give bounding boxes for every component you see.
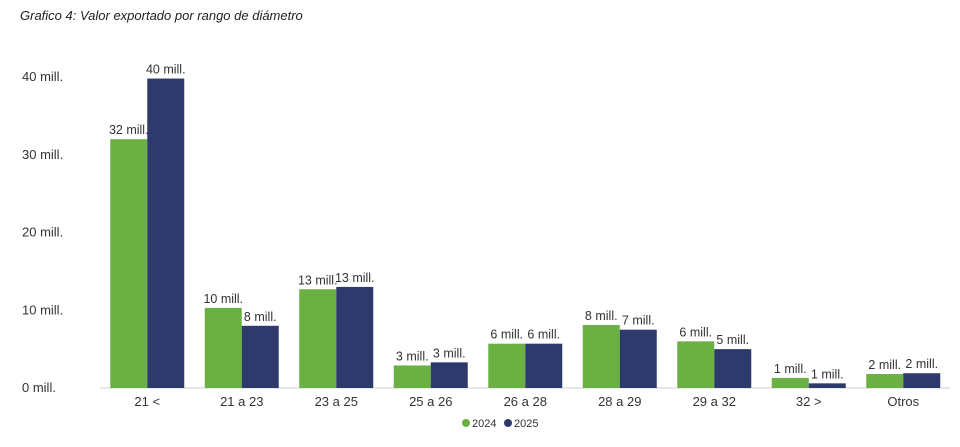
data-label-2024-6: 6 mill. — [679, 325, 712, 339]
bar-2025-5 — [619, 329, 657, 388]
bar-2025-4 — [525, 343, 563, 388]
bar-2025-0 — [147, 78, 185, 389]
y-axis: 0 mill. 10 mill. 20 mill. 30 mill. 40 mill. — [22, 69, 63, 395]
bar-2024-1 — [204, 307, 242, 388]
data-label-2024-5: 8 mill. — [585, 309, 618, 323]
legend-label-2025: 2025 — [514, 418, 538, 430]
bar-2024-7 — [771, 377, 809, 388]
chart-title: Grafico 4: Valor exportado por rango de … — [20, 8, 303, 23]
data-label-2024-0: 32 mill. — [109, 123, 149, 137]
y-tick-label: 30 mill. — [22, 147, 63, 162]
x-tick-label: 28 a 29 — [598, 394, 641, 409]
bar-2024-0 — [110, 139, 148, 388]
data-labels: 32 mill.40 mill.10 mill.8 mill.13 mill.1… — [109, 63, 938, 382]
bar-2025-7 — [808, 383, 846, 388]
x-tick-label: 23 a 25 — [315, 394, 358, 409]
bar-2024-8 — [866, 374, 904, 388]
data-label-2025-7: 1 mill. — [811, 367, 844, 381]
data-label-2024-1: 10 mill. — [203, 292, 243, 306]
bars — [110, 78, 941, 389]
data-label-2025-6: 5 mill. — [716, 333, 749, 347]
data-label-2025-3: 3 mill. — [433, 346, 466, 360]
bar-2025-2 — [336, 286, 374, 388]
x-tick-label: Otros — [887, 394, 919, 409]
legend-marker-2024 — [462, 419, 470, 427]
bar-2025-1 — [241, 325, 279, 388]
bar-2025-8 — [903, 373, 941, 388]
y-tick-label: 20 mill. — [22, 225, 63, 240]
bar-2024-6 — [677, 341, 715, 388]
x-axis: 21 < 21 a 23 23 a 25 25 a 26 26 a 28 28 a 29 2… — [134, 394, 919, 409]
data-label-2024-7: 1 mill. — [774, 362, 807, 376]
bar-2024-3 — [393, 365, 431, 388]
x-tick-label: 26 a 28 — [504, 394, 547, 409]
legend: 2024 2025 — [462, 418, 538, 430]
data-label-2025-0: 40 mill. — [146, 63, 186, 77]
legend-marker-2025 — [504, 419, 512, 427]
data-label-2025-5: 7 mill. — [622, 314, 655, 328]
data-label-2025-1: 8 mill. — [244, 310, 277, 324]
bar-2024-4 — [488, 343, 526, 388]
bar-2025-3 — [430, 362, 468, 388]
x-tick-label: 29 a 32 — [693, 394, 736, 409]
data-label-2025-4: 6 mill. — [527, 328, 560, 342]
y-tick-label: 0 mill. — [22, 380, 56, 395]
y-tick-label: 10 mill. — [22, 302, 63, 317]
data-label-2024-2: 13 mill. — [298, 273, 338, 287]
data-label-2025-2: 13 mill. — [335, 271, 375, 285]
x-tick-label: 25 a 26 — [409, 394, 452, 409]
x-tick-label: 21 < — [134, 394, 160, 409]
data-label-2024-8: 2 mill. — [868, 358, 901, 372]
bar-2024-5 — [582, 325, 620, 388]
x-tick-label: 32 > — [796, 394, 822, 409]
legend-label-2024: 2024 — [472, 418, 496, 430]
bar-2024-2 — [299, 289, 337, 388]
data-label-2025-8: 2 mill. — [905, 357, 938, 371]
data-label-2024-4: 6 mill. — [490, 328, 523, 342]
y-tick-label: 40 mill. — [22, 69, 63, 84]
x-tick-label: 21 a 23 — [220, 394, 263, 409]
data-label-2024-3: 3 mill. — [396, 349, 429, 363]
bar-2025-6 — [714, 349, 752, 388]
